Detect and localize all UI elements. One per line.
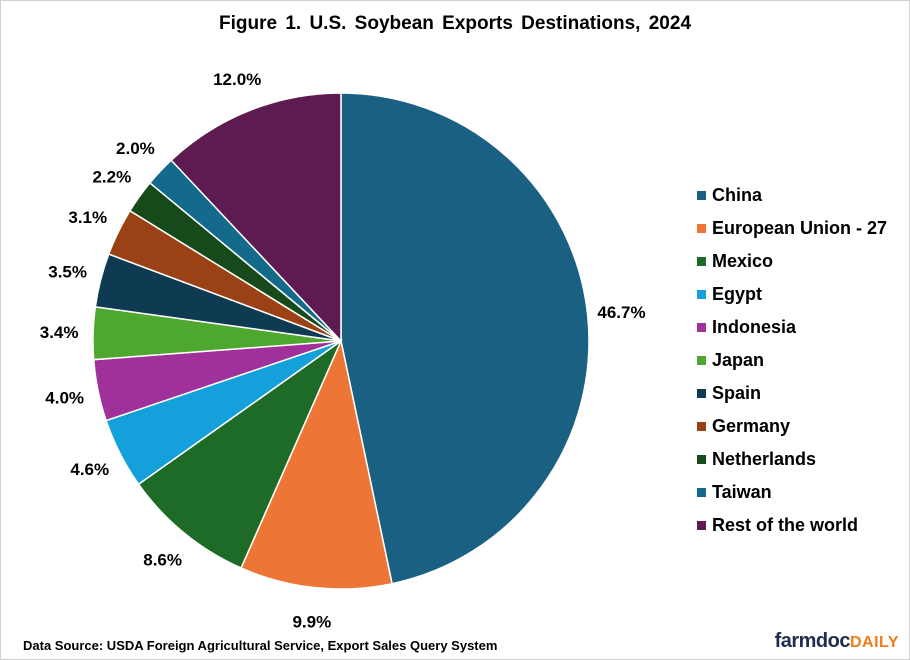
data-label: 3.4% (40, 323, 79, 342)
legend-label: Netherlands (712, 449, 817, 469)
legend-item: Germany (697, 410, 887, 443)
legend-item: European Union - 27 (697, 212, 887, 245)
legend-label: European Union - 27 (712, 218, 888, 238)
pie-slice-china (340, 92, 590, 585)
legend-item: Netherlands (697, 443, 887, 476)
legend-item: Spain (697, 377, 887, 410)
legend-swatch (697, 290, 706, 299)
data-source: Data Source: USDA Foreign Agricultural S… (23, 638, 498, 653)
legend-swatch (697, 488, 706, 497)
legend-item: Japan (697, 344, 887, 377)
pie-slice-rest-of-the-world (170, 92, 342, 343)
legend-label: Spain (712, 383, 762, 403)
legend-label: Mexico (712, 251, 774, 271)
data-label: 9.9% (292, 612, 331, 631)
legend-swatch (697, 323, 706, 332)
data-label: 2.2% (92, 168, 131, 187)
legend-swatch (697, 257, 706, 266)
chart-title: Figure 1. U.S. Soybean Exports Destinati… (218, 13, 692, 34)
legend: China European Union - 27 Mexico Egypt Indon… (697, 179, 887, 542)
legend-item: Rest of the world (697, 509, 887, 542)
legend-label: Taiwan (712, 482, 772, 502)
legend-swatch (697, 389, 706, 398)
legend-item: China (697, 179, 887, 212)
legend-swatch (697, 191, 706, 200)
legend-label: Japan (712, 350, 765, 370)
pie-slice-mexico (137, 338, 343, 569)
legend-item: Indonesia (697, 311, 887, 344)
legend-swatch (697, 356, 706, 365)
data-label: 2.0% (116, 139, 155, 158)
legend-label: Germany (712, 416, 791, 436)
legend-swatch (697, 224, 706, 233)
legend-label: Rest of the world (712, 515, 859, 535)
legend-label: China (712, 185, 763, 205)
data-label: 12.0% (213, 70, 261, 89)
farmdoc-daily-logo: farmdocDAILY (774, 630, 899, 652)
legend-swatch (697, 422, 706, 431)
legend-swatch (697, 521, 706, 530)
data-label: 4.0% (45, 388, 84, 407)
data-label: 3.5% (48, 263, 87, 282)
data-label: 4.6% (70, 460, 109, 479)
legend-label: Egypt (712, 284, 763, 304)
data-label: 8.6% (143, 550, 182, 569)
legend-item: Egypt (697, 278, 887, 311)
legend-item: Taiwan (697, 476, 887, 509)
legend-item: Mexico (697, 245, 887, 278)
legend-swatch (697, 455, 706, 464)
data-label: 3.1% (68, 208, 107, 227)
pie-slice-european-union-27 (240, 338, 393, 590)
legend-label: Indonesia (712, 317, 797, 337)
data-label: 46.7% (597, 303, 645, 322)
